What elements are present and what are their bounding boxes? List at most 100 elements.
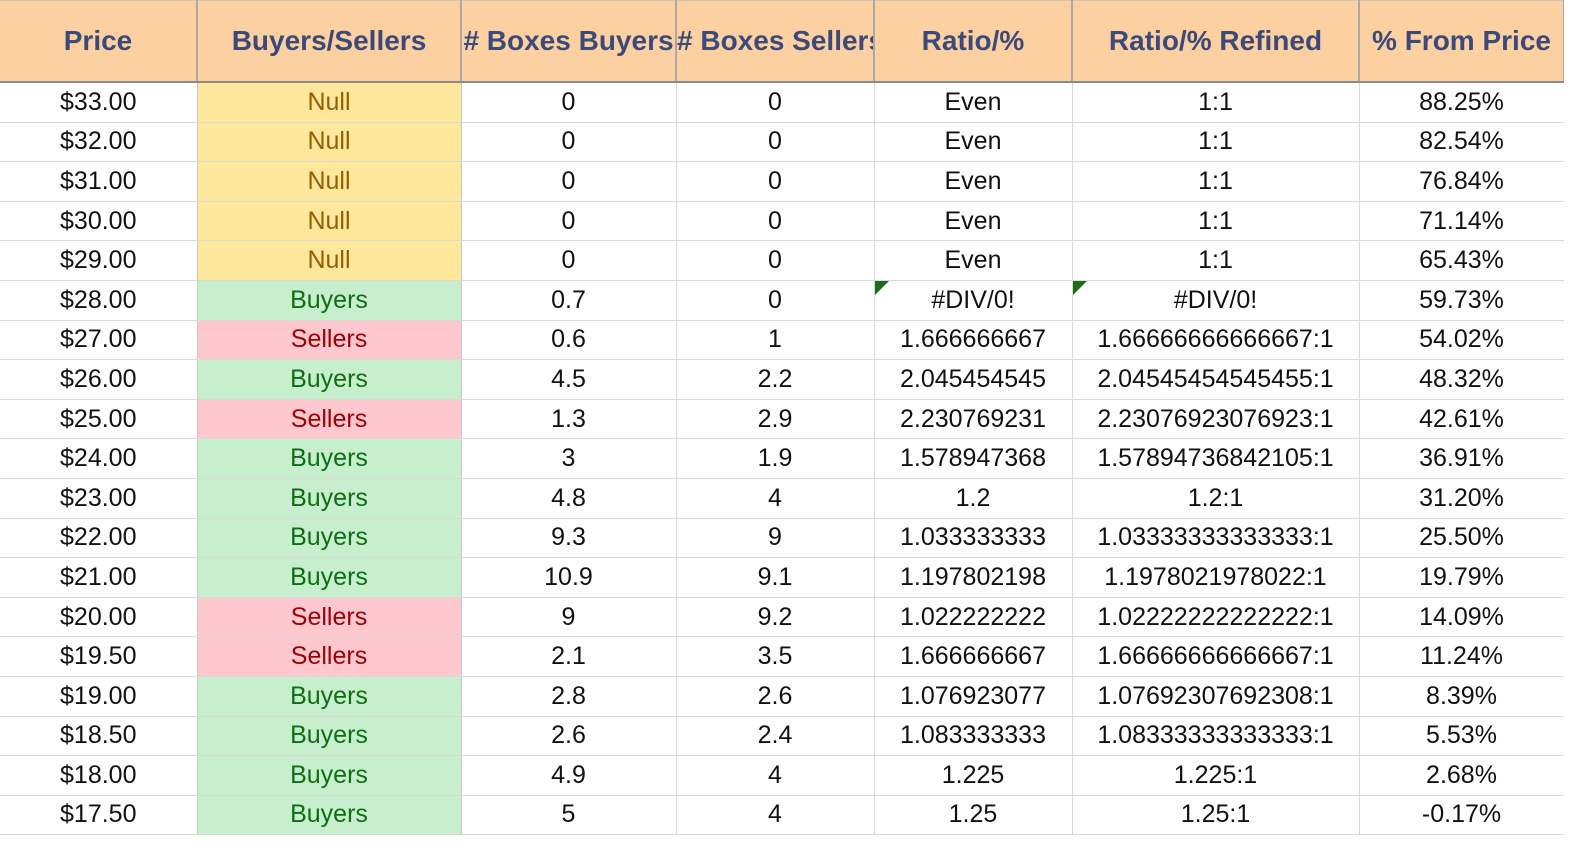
ratio-cell[interactable]: 1.076923077 [874,676,1073,717]
buyers-sellers-cell[interactable]: Buyers [197,438,462,479]
ratio-refined-cell[interactable]: 2.23076923076923:1 [1072,399,1360,440]
buyers-sellers-cell[interactable]: Sellers [197,320,462,361]
boxes-buyers-cell[interactable]: 3 [461,438,677,479]
pct-from-price-cell[interactable]: -0.17% [1359,795,1564,836]
pct-from-price-cell[interactable]: 42.61% [1359,399,1564,440]
header-price[interactable]: Price [0,0,198,83]
header-boxes-buyers[interactable]: # Boxes Buyers [461,0,677,83]
price-cell[interactable]: $23.00 [0,478,198,519]
ratio-cell[interactable]: 2.230769231 [874,399,1073,440]
boxes-buyers-cell[interactable]: 9 [461,597,677,638]
boxes-buyers-cell[interactable]: 2.1 [461,636,677,677]
header-buyers-sellers[interactable]: Buyers/Sellers [197,0,462,83]
pct-from-price-cell[interactable]: 8.39% [1359,676,1564,717]
ratio-refined-cell[interactable]: 1.66666666666667:1 [1072,636,1360,677]
ratio-cell[interactable]: 1.578947368 [874,438,1073,479]
buyers-sellers-cell[interactable]: Buyers [197,518,462,559]
ratio-refined-cell[interactable]: 1.03333333333333:1 [1072,518,1360,559]
price-cell[interactable]: $20.00 [0,597,198,638]
boxes-buyers-cell[interactable]: 0.6 [461,320,677,361]
pct-from-price-cell[interactable]: 65.43% [1359,240,1564,281]
price-cell[interactable]: $30.00 [0,201,198,242]
price-cell[interactable]: $18.50 [0,716,198,757]
price-cell[interactable]: $29.00 [0,240,198,281]
boxes-buyers-cell[interactable]: 0 [461,161,677,202]
boxes-sellers-cell[interactable]: 4 [676,795,875,836]
buyers-sellers-cell[interactable]: Null [197,161,462,202]
ratio-refined-cell[interactable]: 1.225:1 [1072,755,1360,796]
price-cell[interactable]: $21.00 [0,557,198,598]
boxes-sellers-cell[interactable]: 4 [676,755,875,796]
pct-from-price-cell[interactable]: 82.54% [1359,122,1564,163]
boxes-buyers-cell[interactable]: 0.7 [461,280,677,321]
header-boxes-sellers[interactable]: # Boxes Sellers [676,0,875,83]
ratio-refined-cell[interactable]: 1:1 [1072,240,1360,281]
ratio-refined-cell[interactable]: 1.25:1 [1072,795,1360,836]
pct-from-price-cell[interactable]: 54.02% [1359,320,1564,361]
price-cell[interactable]: $18.00 [0,755,198,796]
buyers-sellers-cell[interactable]: Sellers [197,597,462,638]
boxes-sellers-cell[interactable]: 0 [676,82,875,123]
price-cell[interactable]: $22.00 [0,518,198,559]
boxes-sellers-cell[interactable]: 0 [676,161,875,202]
error-indicator-icon[interactable] [1072,280,1087,295]
price-cell[interactable]: $31.00 [0,161,198,202]
pct-from-price-cell[interactable]: 48.32% [1359,359,1564,400]
price-cell[interactable]: $27.00 [0,320,198,361]
boxes-sellers-cell[interactable]: 0 [676,280,875,321]
boxes-buyers-cell[interactable]: 2.8 [461,676,677,717]
price-cell[interactable]: $17.50 [0,795,198,836]
boxes-sellers-cell[interactable]: 0 [676,240,875,281]
buyers-sellers-cell[interactable]: Null [197,201,462,242]
ratio-cell[interactable]: 1.666666667 [874,636,1073,677]
price-cell[interactable]: $25.00 [0,399,198,440]
ratio-cell[interactable]: 2.045454545 [874,359,1073,400]
buyers-sellers-cell[interactable]: Buyers [197,755,462,796]
boxes-sellers-cell[interactable]: 1 [676,320,875,361]
pct-from-price-cell[interactable]: 19.79% [1359,557,1564,598]
buyers-sellers-cell[interactable]: Buyers [197,280,462,321]
ratio-cell[interactable]: Even [874,240,1073,281]
pct-from-price-cell[interactable]: 31.20% [1359,478,1564,519]
boxes-sellers-cell[interactable]: 0 [676,122,875,163]
ratio-cell[interactable]: 1.083333333 [874,716,1073,757]
ratio-refined-cell[interactable]: 1:1 [1072,82,1360,123]
boxes-buyers-cell[interactable]: 0 [461,201,677,242]
price-cell[interactable]: $28.00 [0,280,198,321]
buyers-sellers-cell[interactable]: Null [197,82,462,123]
buyers-sellers-cell[interactable]: Buyers [197,359,462,400]
ratio-cell[interactable]: Even [874,82,1073,123]
header-pct-from-price[interactable]: % From Price [1359,0,1564,83]
boxes-buyers-cell[interactable]: 2.6 [461,716,677,757]
ratio-refined-cell[interactable]: 1:1 [1072,201,1360,242]
boxes-sellers-cell[interactable]: 1.9 [676,438,875,479]
pct-from-price-cell[interactable]: 2.68% [1359,755,1564,796]
buyers-sellers-cell[interactable]: Null [197,122,462,163]
ratio-cell[interactable]: 1.022222222 [874,597,1073,638]
ratio-refined-cell[interactable]: 2.04545454545455:1 [1072,359,1360,400]
ratio-refined-cell[interactable]: 1.07692307692308:1 [1072,676,1360,717]
boxes-sellers-cell[interactable]: 9 [676,518,875,559]
boxes-sellers-cell[interactable]: 2.9 [676,399,875,440]
ratio-cell[interactable]: 1.666666667 [874,320,1073,361]
pct-from-price-cell[interactable]: 11.24% [1359,636,1564,677]
pct-from-price-cell[interactable]: 76.84% [1359,161,1564,202]
boxes-buyers-cell[interactable]: 5 [461,795,677,836]
price-cell[interactable]: $33.00 [0,82,198,123]
error-indicator-icon[interactable] [874,280,889,295]
price-cell[interactable]: $24.00 [0,438,198,479]
ratio-cell[interactable]: 1.197802198 [874,557,1073,598]
boxes-buyers-cell[interactable]: 4.8 [461,478,677,519]
price-cell[interactable]: $19.50 [0,636,198,677]
ratio-cell[interactable]: Even [874,161,1073,202]
pct-from-price-cell[interactable]: 36.91% [1359,438,1564,479]
ratio-refined-cell[interactable]: #DIV/0! [1072,280,1360,321]
ratio-cell[interactable]: 1.25 [874,795,1073,836]
boxes-buyers-cell[interactable]: 4.9 [461,755,677,796]
ratio-refined-cell[interactable]: 1.66666666666667:1 [1072,320,1360,361]
boxes-sellers-cell[interactable]: 2.6 [676,676,875,717]
pct-from-price-cell[interactable]: 88.25% [1359,82,1564,123]
boxes-buyers-cell[interactable]: 10.9 [461,557,677,598]
ratio-refined-cell[interactable]: 1:1 [1072,161,1360,202]
boxes-buyers-cell[interactable]: 0 [461,240,677,281]
